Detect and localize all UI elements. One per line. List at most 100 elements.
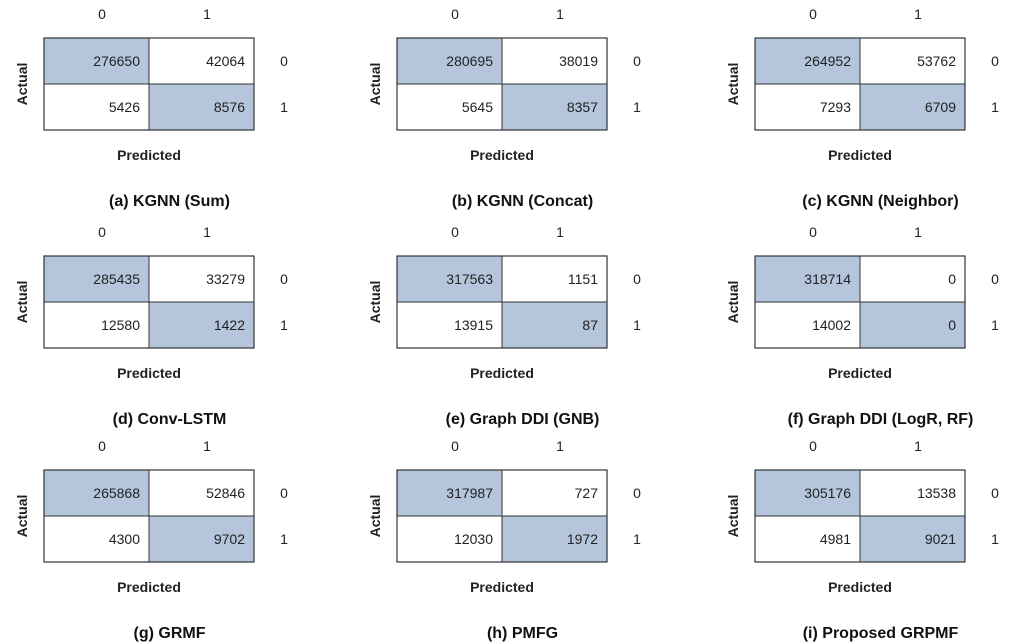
cell-value: 1151 (568, 271, 598, 287)
off-diagonal-cell (501, 469, 608, 517)
panel-caption: (c) KGNN (Neighbor) (802, 193, 959, 210)
cell-value: 42064 (206, 53, 245, 69)
cell-value: 1972 (567, 531, 598, 547)
confusion-matrix-chart: 0 1 0 1 264952 53762 7293 6709 Actual Predicted (725, 6, 999, 163)
row-label: 0 (991, 271, 999, 287)
diagonal-cell (148, 515, 255, 563)
cell-value: 317987 (446, 485, 493, 501)
diagonal-cell (501, 515, 608, 563)
confusion-matrix-chart: 0 1 0 1 280695 38019 5645 8357 Actual Predicted (367, 6, 641, 163)
cell-value: 0 (948, 317, 956, 333)
row-label: 1 (991, 317, 999, 333)
row-label: 0 (633, 53, 641, 69)
matrix-border (396, 469, 608, 563)
off-diagonal-cell (396, 515, 503, 563)
confusion-matrix-chart: 0 1 0 1 318714 0 14002 0 Actual Predicted (725, 224, 999, 381)
panel-caption: (g) GRMF (133, 625, 206, 642)
confusion-matrix-panel: 0 1 0 1 280695 38019 5645 8357 Actual Predicted (b… (355, 0, 690, 210)
y-axis-label: Actual (725, 63, 741, 106)
matrix-border (754, 255, 966, 349)
x-axis-label: Predicted (117, 365, 181, 381)
x-axis-label: Predicted (470, 579, 534, 595)
confusion-matrix-panel: 0 1 0 1 285435 33279 12580 1422 Actual Predicted (… (2, 218, 337, 428)
confusion-matrix-panel: 0 1 0 1 318714 0 14002 0 Actual Predicted (f) Grap… (713, 218, 1029, 428)
cell-value: 9702 (214, 531, 245, 547)
cell-value: 317563 (446, 271, 493, 287)
matrix-border (43, 255, 255, 349)
column-label: 1 (203, 6, 211, 22)
cell-value: 265868 (93, 485, 140, 501)
x-axis-label: Predicted (470, 147, 534, 163)
column-label: 0 (809, 438, 817, 454)
off-diagonal-cell (148, 255, 255, 303)
y-axis-label: Actual (367, 63, 383, 106)
row-label: 0 (633, 485, 641, 501)
column-label: 0 (809, 224, 817, 240)
cell-value: 8576 (214, 99, 245, 115)
confusion-matrix-panel: 0 1 0 1 265868 52846 4300 9702 Actual Predicted (g… (2, 432, 337, 642)
row-label: 0 (633, 271, 641, 287)
confusion-matrix-panel: 0 1 0 1 276650 42064 5426 8576 Actual Predicted (a… (2, 0, 337, 210)
row-label: 0 (280, 53, 288, 69)
matrix-border (754, 37, 966, 131)
off-diagonal-cell (754, 83, 861, 131)
row-label: 1 (991, 99, 999, 115)
off-diagonal-cell (396, 83, 503, 131)
off-diagonal-cell (754, 301, 861, 349)
y-axis-label: Actual (725, 281, 741, 324)
panel-caption: (h) PMFG (486, 625, 559, 642)
panel-caption: (i) Proposed GRPMF (802, 625, 959, 642)
column-label: 1 (914, 438, 922, 454)
column-label: 0 (451, 224, 459, 240)
row-label: 0 (991, 485, 999, 501)
row-label: 0 (991, 53, 999, 69)
cell-value: 1422 (214, 317, 245, 333)
cell-value: 6709 (925, 99, 956, 115)
cell-value: 12580 (101, 317, 140, 333)
panel-caption: (a) KGNN (Sum) (109, 193, 230, 210)
matrix-border (396, 37, 608, 131)
y-axis-label: Actual (367, 495, 383, 538)
row-label: 1 (280, 99, 288, 115)
column-label: 0 (98, 224, 106, 240)
row-label: 1 (280, 317, 288, 333)
cell-value: 305176 (804, 485, 851, 501)
x-axis-label: Predicted (828, 365, 892, 381)
confusion-matrix-panel: 0 1 0 1 317987 727 12030 1972 Actual Predicted (h)… (355, 432, 690, 642)
y-axis-label: Actual (14, 63, 30, 106)
row-label: 1 (633, 99, 641, 115)
diagonal-cell (859, 301, 966, 349)
matrix-border (43, 469, 255, 563)
column-label: 0 (98, 438, 106, 454)
column-label: 0 (451, 438, 459, 454)
cell-value: 264952 (804, 53, 851, 69)
column-label: 1 (556, 224, 564, 240)
matrix-border (43, 37, 255, 131)
confusion-matrix-panel: 0 1 0 1 264952 53762 7293 6709 Actual Predicted (c… (713, 0, 1029, 210)
matrix-border (754, 469, 966, 563)
x-axis-label: Predicted (470, 365, 534, 381)
off-diagonal-cell (501, 37, 608, 85)
panel-caption: (f) Graph DDI (LogR, RF) (787, 411, 974, 428)
x-axis-label: Predicted (828, 579, 892, 595)
cell-value: 0 (948, 271, 956, 287)
row-label: 0 (280, 485, 288, 501)
confusion-matrix-chart: 0 1 0 1 265868 52846 4300 9702 Actual Predicted (14, 438, 288, 595)
cell-value: 52846 (206, 485, 245, 501)
confusion-matrix-panel: 0 1 0 1 317563 1151 13915 87 Actual Predicted (e) … (355, 218, 690, 428)
panel-caption: (b) KGNN (Concat) (451, 193, 594, 210)
cell-value: 33279 (206, 271, 245, 287)
cell-value: 4300 (109, 531, 140, 547)
confusion-matrix-chart: 0 1 0 1 285435 33279 12580 1422 Actual Predicted (14, 224, 288, 381)
y-axis-label: Actual (14, 495, 30, 538)
cell-value: 87 (582, 317, 598, 333)
x-axis-label: Predicted (117, 147, 181, 163)
off-diagonal-cell (148, 469, 255, 517)
row-label: 1 (280, 531, 288, 547)
cell-value: 38019 (559, 53, 598, 69)
cell-value: 285435 (93, 271, 140, 287)
cell-value: 7293 (820, 99, 851, 115)
off-diagonal-cell (859, 469, 966, 517)
confusion-matrix-chart: 0 1 0 1 317563 1151 13915 87 Actual Predicted (367, 224, 641, 381)
cell-value: 14002 (812, 317, 851, 333)
